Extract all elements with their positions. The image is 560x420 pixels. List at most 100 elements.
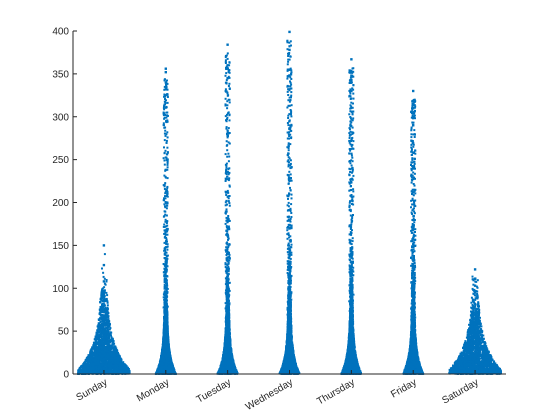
data-point — [114, 359, 117, 362]
data-point — [107, 359, 110, 362]
data-point — [104, 360, 107, 362]
data-point — [165, 299, 168, 302]
data-point — [122, 371, 125, 374]
data-point — [117, 368, 120, 371]
data-point — [105, 326, 108, 329]
data-point — [82, 367, 85, 370]
data-point — [104, 315, 107, 318]
data-point — [98, 363, 101, 366]
data-point — [108, 360, 111, 363]
data-point — [99, 363, 102, 366]
data-point — [103, 289, 106, 292]
data-point — [105, 307, 107, 310]
data-point — [101, 326, 103, 329]
data-point — [166, 335, 169, 338]
data-point — [77, 369, 80, 372]
data-point — [102, 323, 105, 326]
data-point — [86, 366, 89, 369]
data-point — [106, 327, 109, 330]
data-point — [118, 364, 121, 367]
data-point — [101, 350, 104, 353]
data-point — [112, 365, 114, 368]
data-point — [171, 367, 174, 369]
data-point — [111, 359, 114, 362]
data-point — [120, 372, 123, 375]
data-point — [97, 359, 100, 362]
data-point — [108, 328, 111, 331]
data-point — [111, 371, 114, 374]
data-point — [110, 348, 113, 350]
data-point — [98, 313, 101, 315]
data-point — [98, 346, 100, 349]
data-point — [89, 371, 92, 373]
data-point — [95, 359, 98, 362]
data-point — [162, 344, 164, 347]
data-point — [87, 356, 90, 359]
data-point — [103, 294, 106, 296]
data-point — [103, 295, 106, 298]
data-point — [96, 357, 99, 360]
data-point — [107, 369, 110, 372]
data-point — [90, 367, 93, 370]
data-point — [99, 309, 102, 312]
data-point — [106, 332, 109, 335]
data-point — [163, 358, 166, 361]
data-point — [103, 339, 106, 342]
data-point — [104, 313, 107, 316]
data-point — [163, 163, 166, 166]
data-point — [117, 364, 120, 367]
data-point — [93, 344, 96, 347]
data-point — [97, 340, 100, 343]
data-point — [95, 331, 98, 334]
data-point — [119, 359, 122, 362]
data-point — [98, 328, 101, 331]
data-point — [100, 367, 103, 370]
data-point — [99, 327, 102, 330]
data-point — [99, 301, 102, 303]
data-point — [91, 355, 93, 358]
data-point — [108, 357, 111, 360]
data-point — [97, 338, 100, 341]
data-point — [102, 271, 105, 274]
data-point — [97, 318, 100, 321]
data-point — [125, 365, 128, 368]
data-point — [122, 365, 125, 368]
data-point — [99, 336, 102, 339]
data-point — [106, 307, 109, 310]
data-point — [94, 356, 97, 359]
data-point — [82, 362, 85, 365]
data-point — [99, 359, 102, 362]
data-point — [98, 324, 101, 327]
data-point — [121, 362, 124, 365]
data-point — [106, 294, 109, 297]
data-point — [92, 353, 94, 356]
data-point — [96, 330, 99, 333]
data-point — [99, 321, 102, 324]
data-point — [91, 362, 94, 365]
data-point — [87, 364, 90, 367]
data-point — [110, 369, 113, 372]
data-point — [111, 361, 114, 364]
data-point — [115, 351, 118, 354]
data-point — [103, 277, 106, 280]
data-point — [104, 321, 107, 324]
data-point — [103, 321, 106, 324]
data-point — [106, 350, 109, 353]
data-point — [97, 341, 99, 344]
data-point — [113, 356, 116, 359]
data-point — [84, 365, 86, 368]
data-point — [101, 342, 104, 345]
data-point — [117, 352, 119, 354]
data-point — [101, 337, 104, 340]
data-point — [102, 336, 105, 339]
data-point — [92, 356, 95, 359]
data-point — [98, 326, 100, 329]
data-point — [90, 369, 93, 372]
data-point — [126, 370, 129, 373]
data-point — [95, 336, 98, 339]
data-point — [91, 365, 94, 368]
data-point — [112, 368, 115, 371]
data-point — [94, 346, 97, 348]
data-point — [118, 366, 120, 369]
data-point — [113, 345, 116, 348]
